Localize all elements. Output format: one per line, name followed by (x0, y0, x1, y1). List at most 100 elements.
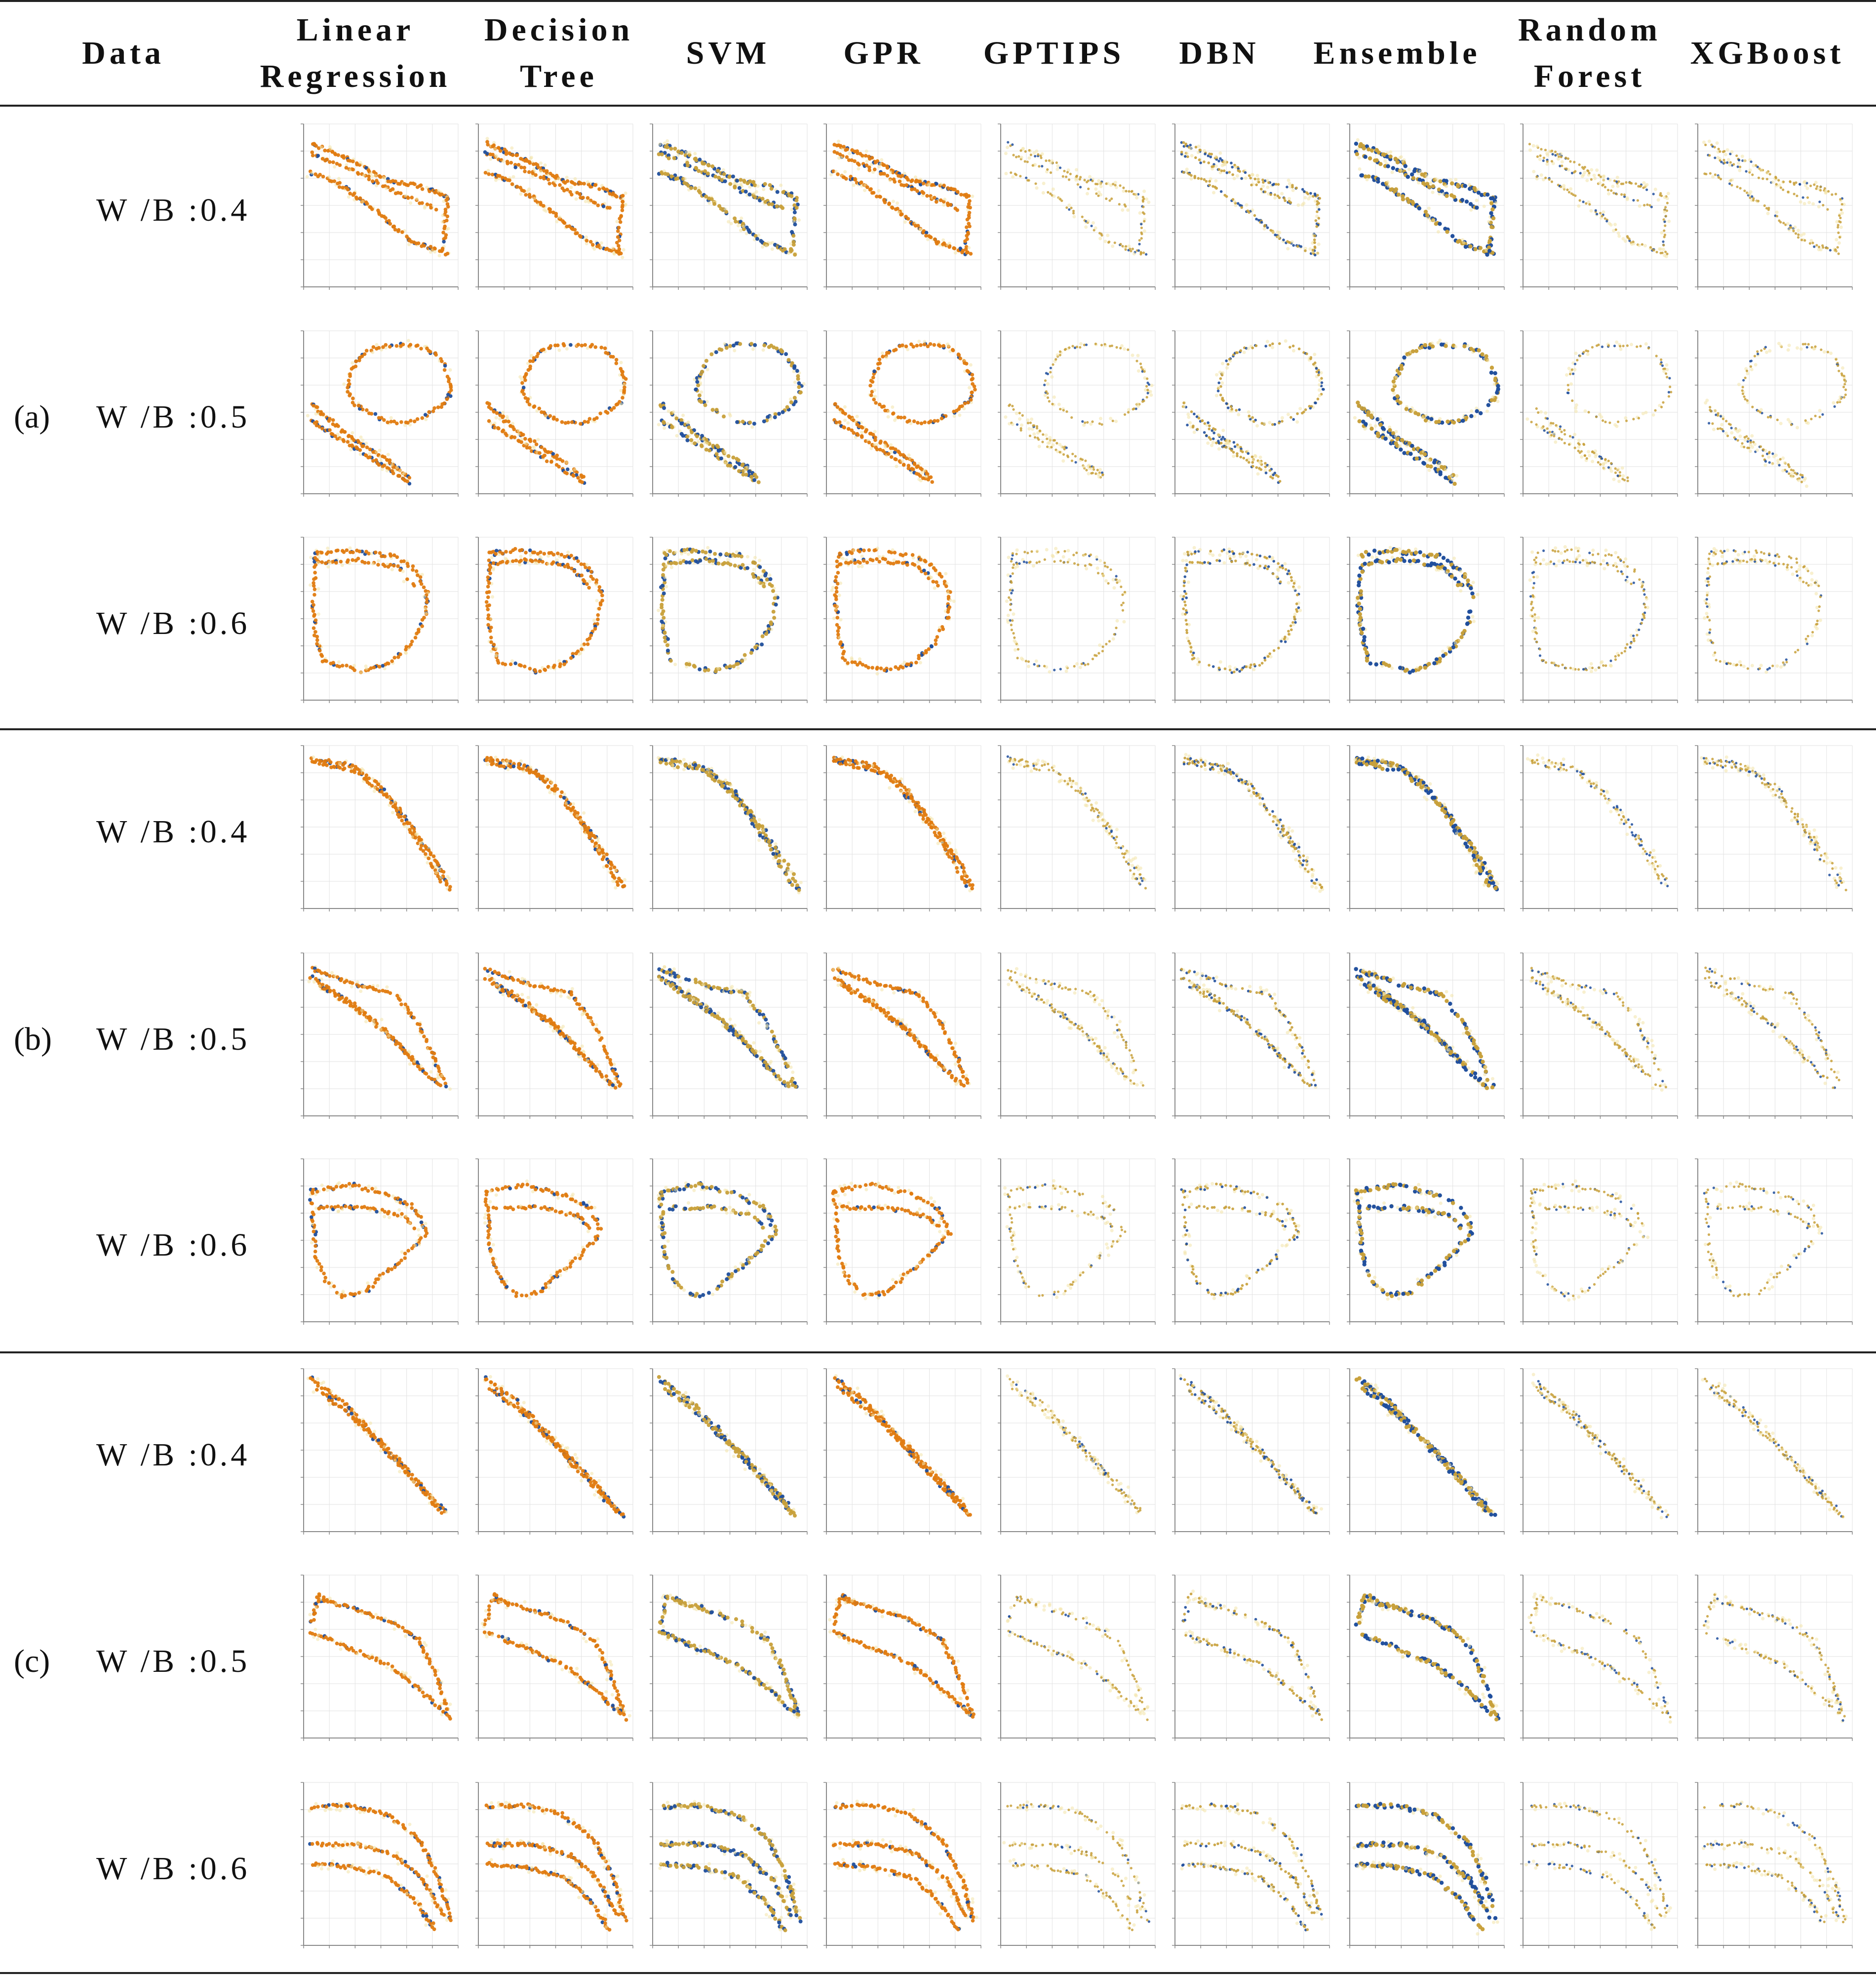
scatter-point-predicted (698, 190, 702, 195)
scatter-point-predicted (1055, 161, 1058, 164)
scatter-point-actual (773, 415, 777, 420)
scatter-point-predicted (432, 406, 436, 410)
scatter-halo-point (1109, 183, 1113, 187)
scatter-point-predicted (1613, 179, 1616, 182)
scatter-point-predicted (491, 153, 495, 157)
scatter-point-actual (1798, 183, 1801, 186)
scatter-halo-point (1616, 184, 1620, 188)
scatter-halo-point (1824, 189, 1828, 193)
scatter-point-predicted (512, 427, 516, 432)
scatter-point-predicted (1723, 150, 1726, 153)
scatter-point-predicted (1588, 171, 1591, 175)
scatter-point-predicted (314, 420, 319, 424)
scatter-halo-point (1448, 178, 1452, 182)
scatter-point-predicted (617, 238, 622, 242)
scatter-point-predicted (1277, 421, 1281, 425)
scatter-point-predicted (356, 172, 360, 176)
method-header-3: GPR (834, 0, 933, 106)
scatter-point-predicted (504, 149, 508, 154)
scatter-point-predicted (1308, 405, 1311, 408)
scatter-point-predicted (737, 469, 741, 474)
scatter-halo-point (1298, 407, 1302, 411)
scatter-halo-point (1643, 244, 1647, 248)
scatter-point-predicted (582, 474, 586, 479)
scatter-halo-point (1617, 479, 1621, 483)
scatter-point-actual (793, 222, 797, 227)
scatter-point-predicted (342, 156, 346, 160)
scatter-point-actual (714, 350, 718, 355)
scatter-halo-point (1787, 228, 1791, 232)
scatter-point-predicted (869, 379, 873, 383)
scatter-halo-point (1056, 164, 1060, 168)
scatter-point-actual (521, 386, 526, 390)
scatter-point-predicted (1018, 411, 1021, 415)
scatter-halo-point (1545, 162, 1549, 166)
scatter-halo-point (1621, 474, 1625, 478)
scatter-point-predicted (617, 226, 621, 230)
scatter-halo-point (971, 195, 975, 198)
scatter-point-predicted (590, 343, 594, 347)
scatter-point-predicted (714, 452, 719, 456)
scatter-point-predicted (1608, 421, 1611, 424)
scatter-point-predicted (1072, 209, 1075, 212)
scatter-point-predicted (796, 377, 800, 381)
scatter-halo-point (495, 155, 499, 158)
scatter-halo-point (1615, 340, 1619, 344)
scatter-point-predicted (1228, 170, 1231, 174)
scatter-point-predicted (794, 198, 799, 202)
scatter-halo-point (348, 168, 352, 172)
scatter-halo-point (1291, 349, 1295, 353)
scatter-point-predicted (333, 153, 338, 157)
scatter-point-predicted (1046, 396, 1050, 399)
scatter-point-predicted (415, 417, 420, 421)
scatter-point-predicted (780, 350, 784, 354)
scatter-halo-point (1799, 233, 1803, 237)
scatter-plot-r1-c6 (1347, 330, 1505, 497)
scatter-halo-point (1026, 418, 1030, 422)
scatter-halo-point (1607, 192, 1611, 196)
scatter-halo-point (1106, 234, 1110, 237)
scatter-point-predicted (1376, 434, 1380, 438)
scatter-halo-point (739, 229, 743, 233)
scatter-point-actual (1818, 200, 1821, 203)
scatter-point-predicted (1414, 349, 1419, 354)
scatter-point-predicted (756, 480, 761, 484)
scatter-halo-point (1216, 386, 1220, 390)
scatter-halo-point (319, 145, 323, 149)
scatter-halo-point (1011, 422, 1015, 426)
scatter-halo-point (891, 405, 895, 409)
scatter-point-predicted (1304, 408, 1307, 411)
scatter-point-predicted (702, 161, 706, 166)
scatter-plot-r1-c0 (301, 330, 459, 497)
scatter-point-predicted (391, 187, 395, 191)
scatter-point-predicted (1617, 180, 1620, 183)
scatter-halo-point (530, 354, 534, 357)
scatter-point-predicted (377, 346, 381, 350)
scatter-point-actual (1212, 437, 1215, 440)
scatter-halo-point (1363, 427, 1367, 431)
scatter-halo-point (1381, 430, 1385, 434)
method-header-line: Linear (260, 7, 451, 53)
scatter-point-actual (685, 438, 690, 442)
scatter-halo-point (423, 205, 427, 209)
scatter-point-predicted (573, 228, 577, 232)
scatter-halo-point (1454, 178, 1458, 182)
scatter-halo-point (790, 207, 794, 211)
scatter-halo-point (723, 342, 727, 346)
scatter-point-predicted (1250, 183, 1253, 187)
scatter-point-predicted (1664, 215, 1667, 218)
scatter-halo-point (1644, 342, 1648, 346)
scatter-halo-point (1802, 232, 1806, 236)
scatter-halo-point (1042, 182, 1046, 186)
scatter-point-predicted (1091, 472, 1094, 474)
scatter-point-predicted (1630, 182, 1633, 185)
scatter-point-predicted (928, 342, 933, 346)
scatter-halo-point (737, 224, 741, 228)
scatter-point-predicted (1663, 229, 1666, 232)
scatter-point-predicted (1743, 189, 1746, 193)
scatter-point-actual (747, 230, 752, 234)
scatter-halo-point (569, 186, 573, 190)
scatter-point-predicted (1395, 160, 1400, 164)
scatter-point-predicted (1632, 418, 1635, 421)
scatter-point-predicted (904, 183, 909, 187)
